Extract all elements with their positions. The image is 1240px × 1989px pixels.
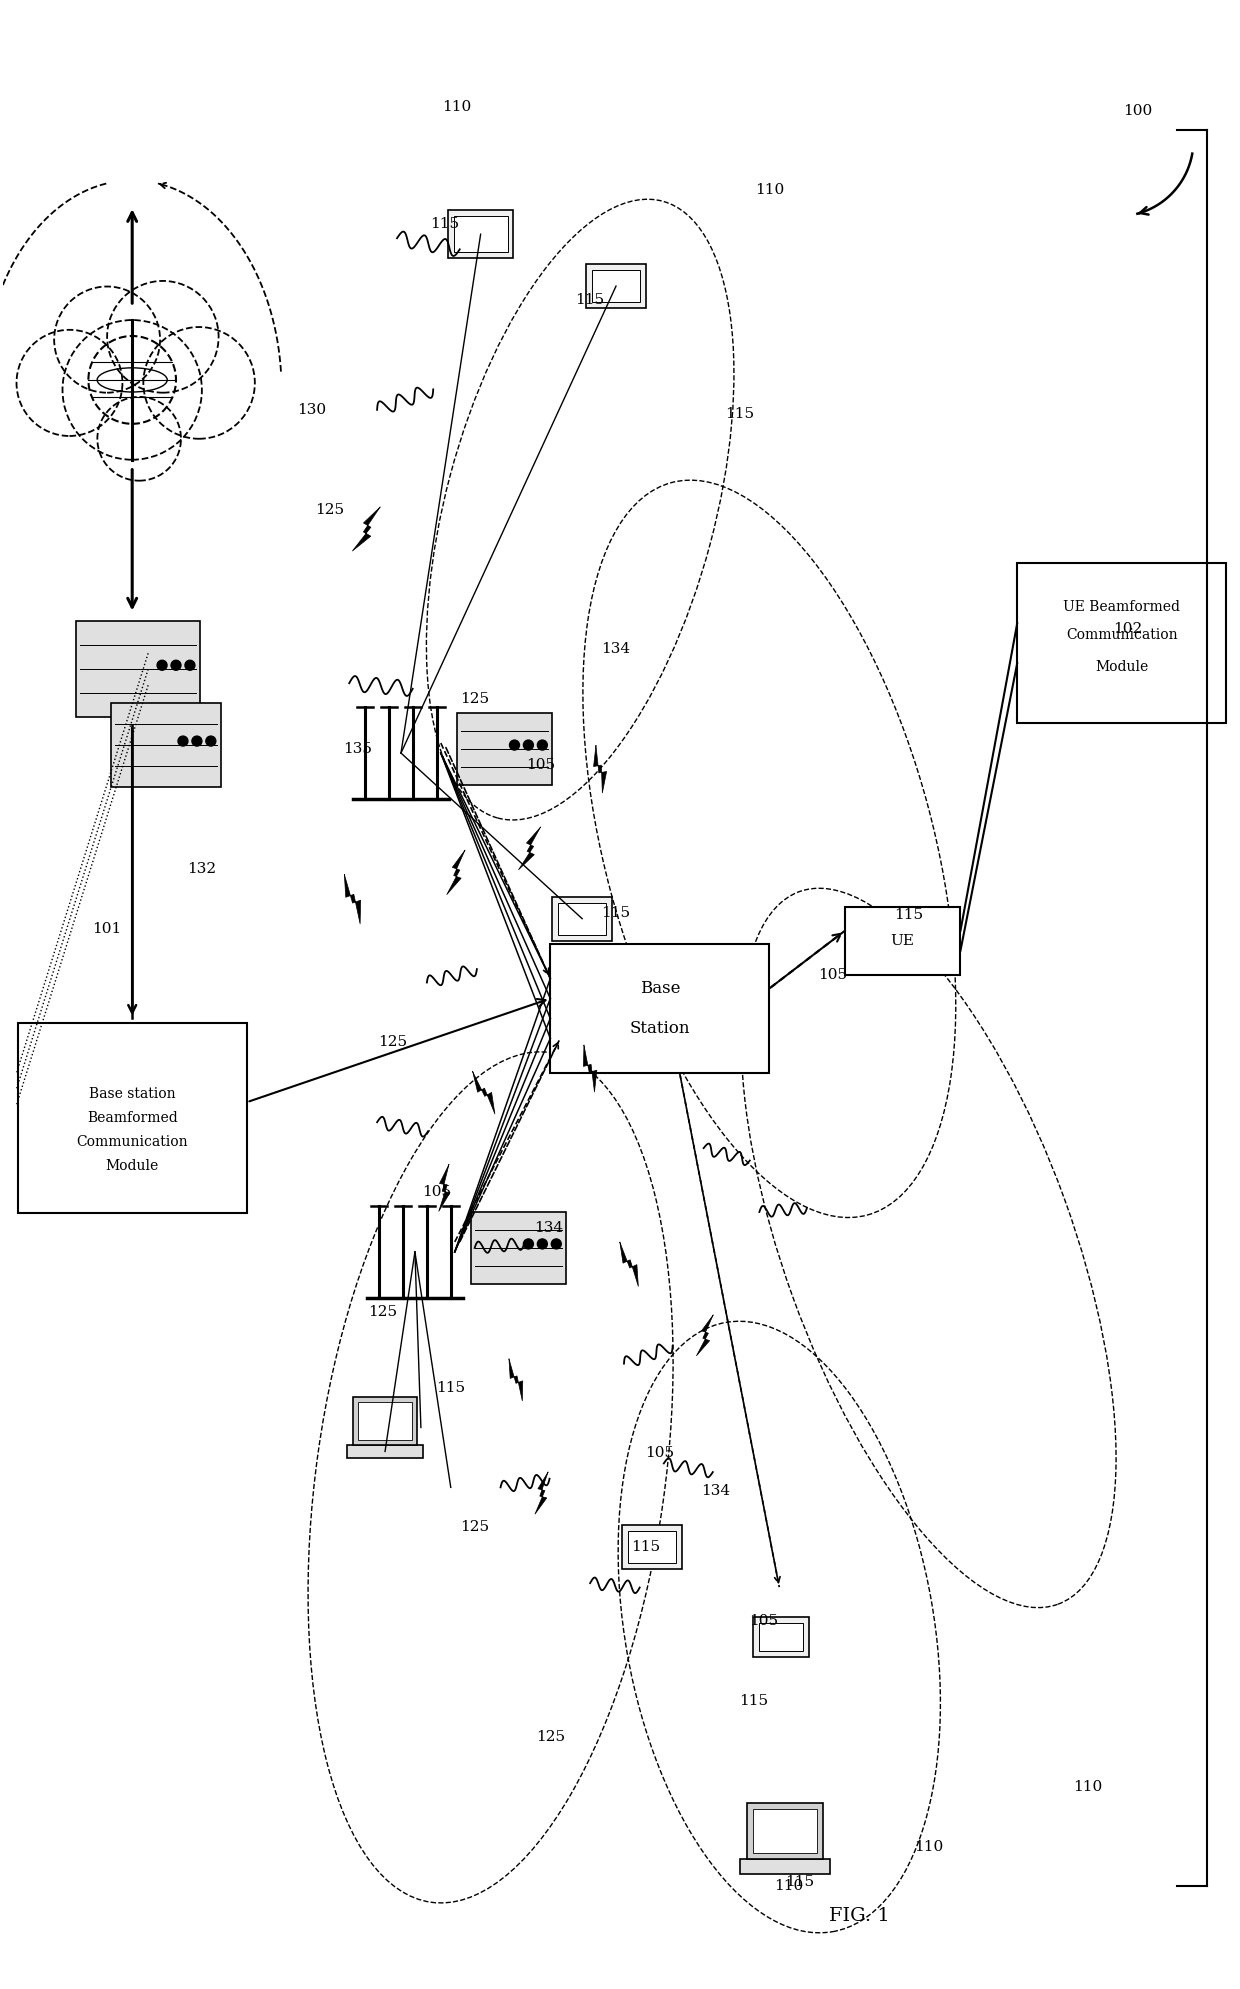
Bar (551, 943, 769, 1074)
Bar (844, 907, 961, 975)
Text: Base station: Base station (89, 1088, 176, 1102)
Text: 125: 125 (378, 1036, 408, 1050)
Text: 105: 105 (423, 1185, 451, 1199)
Circle shape (523, 1239, 533, 1249)
Text: 134: 134 (701, 1484, 730, 1498)
Bar (740, 1858, 830, 1874)
Text: 115: 115 (894, 907, 924, 921)
Text: UE: UE (890, 933, 915, 947)
Bar (558, 903, 606, 935)
Text: 105: 105 (645, 1446, 675, 1460)
Text: 115: 115 (430, 217, 459, 231)
Text: 100: 100 (1123, 103, 1152, 117)
Text: UE Beamformed: UE Beamformed (1063, 601, 1180, 615)
Polygon shape (446, 849, 465, 895)
Text: Communication: Communication (77, 1136, 188, 1150)
Polygon shape (697, 1315, 713, 1356)
Text: 110: 110 (775, 1880, 804, 1894)
Bar (1017, 563, 1226, 724)
Text: 110: 110 (1074, 1780, 1102, 1794)
Text: 115: 115 (575, 292, 605, 306)
Text: 125: 125 (536, 1730, 565, 1744)
Circle shape (537, 740, 547, 750)
Text: 110: 110 (443, 99, 471, 113)
Text: 102: 102 (1114, 623, 1142, 636)
Circle shape (523, 740, 533, 750)
Circle shape (537, 1239, 547, 1249)
Text: 115: 115 (631, 1539, 661, 1553)
Bar (347, 1444, 423, 1458)
Bar (754, 1808, 817, 1852)
Polygon shape (439, 1164, 450, 1211)
Bar (77, 621, 200, 718)
Polygon shape (620, 1243, 639, 1287)
Bar (759, 1623, 804, 1651)
Text: 134: 134 (601, 642, 631, 656)
Bar (552, 897, 613, 941)
Circle shape (510, 740, 520, 750)
Bar (456, 714, 552, 786)
Text: 115: 115 (725, 408, 754, 422)
Text: 105: 105 (818, 967, 848, 981)
Text: 115: 115 (785, 1876, 813, 1890)
Polygon shape (534, 1472, 548, 1514)
Text: 125: 125 (460, 692, 490, 706)
Text: Module: Module (1095, 660, 1148, 674)
Circle shape (552, 1239, 562, 1249)
Polygon shape (584, 1044, 596, 1092)
Bar (448, 211, 513, 259)
Bar (471, 1211, 567, 1283)
Text: 115: 115 (436, 1380, 465, 1394)
Circle shape (157, 660, 167, 670)
Text: Station: Station (630, 1020, 691, 1036)
Text: 135: 135 (342, 742, 372, 756)
Polygon shape (518, 827, 541, 869)
Bar (17, 1024, 247, 1213)
Bar (454, 217, 507, 253)
Circle shape (179, 736, 188, 746)
Bar (587, 265, 646, 308)
Text: 125: 125 (460, 1520, 490, 1534)
Text: Base: Base (640, 981, 680, 996)
Polygon shape (508, 1358, 523, 1400)
Polygon shape (472, 1072, 495, 1114)
Bar (627, 1532, 676, 1563)
Text: 115: 115 (601, 905, 631, 919)
Polygon shape (352, 507, 381, 551)
Text: Beamformed: Beamformed (87, 1112, 177, 1126)
Polygon shape (594, 746, 606, 794)
Text: 110: 110 (755, 183, 784, 197)
Text: FIG. 1: FIG. 1 (828, 1907, 889, 1925)
Circle shape (185, 660, 195, 670)
Text: 105: 105 (526, 758, 556, 772)
Circle shape (192, 736, 202, 746)
Circle shape (206, 736, 216, 746)
Text: 132: 132 (187, 861, 217, 875)
Text: 125: 125 (368, 1305, 398, 1319)
Bar (358, 1402, 412, 1440)
Text: 130: 130 (296, 404, 326, 418)
Circle shape (171, 660, 181, 670)
Bar (748, 1802, 823, 1858)
Text: 105: 105 (749, 1613, 777, 1629)
Bar (353, 1396, 417, 1444)
Text: Module: Module (105, 1160, 159, 1174)
Text: 125: 125 (315, 503, 343, 517)
Text: 110: 110 (914, 1840, 944, 1854)
Polygon shape (345, 875, 361, 923)
Bar (754, 1617, 810, 1657)
Text: 134: 134 (533, 1221, 563, 1235)
Text: Communication: Communication (1066, 629, 1178, 642)
Text: 101: 101 (92, 921, 122, 935)
Bar (593, 271, 640, 302)
Bar (112, 704, 221, 788)
Bar (622, 1526, 682, 1569)
Text: 115: 115 (739, 1695, 768, 1709)
